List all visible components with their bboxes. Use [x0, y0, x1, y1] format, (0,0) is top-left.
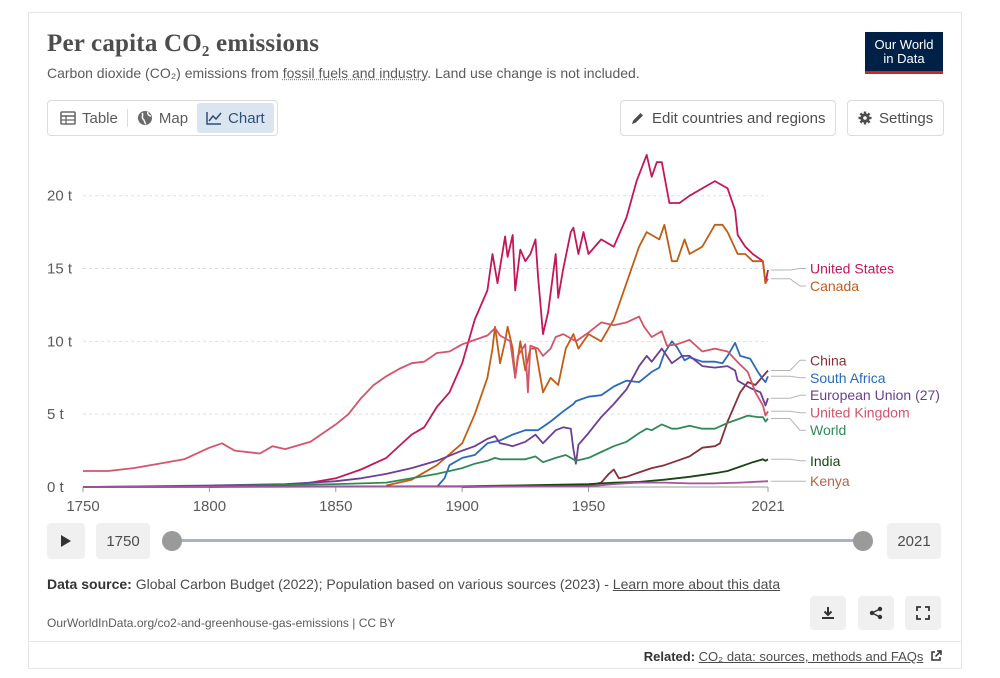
- globe-icon: [137, 111, 152, 125]
- external-link-icon[interactable]: [930, 650, 942, 662]
- series-line-united-kingdom[interactable]: [83, 315, 769, 472]
- table-icon: [60, 111, 76, 125]
- fullscreen-icon: [916, 606, 930, 620]
- line-chart-icon: [206, 112, 222, 125]
- x-tick-label: 1750: [66, 498, 99, 515]
- label-connector-china: [771, 359, 806, 371]
- label-connector-european-union-27: [771, 394, 806, 399]
- y-axis: 0 t 5 t 10 t 15 t 20 t: [47, 188, 73, 496]
- view-tabs: Table Map Chart: [47, 100, 278, 136]
- timeline-track[interactable]: [172, 539, 864, 542]
- settings-label: Settings: [879, 109, 934, 127]
- tab-chart[interactable]: Chart: [197, 103, 274, 133]
- series-line-india[interactable]: [82, 458, 769, 488]
- series-label-world[interactable]: World: [810, 422, 846, 438]
- source-text: Global Carbon Budget (2022); Population …: [131, 576, 613, 592]
- page-subtitle: Carbon dioxide (CO₂) emissions from foss…: [47, 65, 640, 81]
- edit-countries-button[interactable]: Edit countries and regions: [620, 100, 837, 136]
- fullscreen-button[interactable]: [905, 596, 941, 630]
- related-label: Related:: [643, 649, 696, 664]
- tab-table[interactable]: Table: [51, 103, 127, 133]
- source-url[interactable]: OurWorldInData.org/co2-and-greenhouse-ga…: [47, 616, 396, 630]
- tab-chart-label: Chart: [228, 109, 265, 127]
- subtitle-suffix: . Land use change is not included.: [427, 65, 640, 81]
- share-button[interactable]: [858, 596, 894, 630]
- series-label-south-africa[interactable]: South Africa: [810, 370, 886, 386]
- source-label: Data source:: [47, 576, 132, 592]
- pencil-icon: [632, 113, 643, 124]
- x-tick-label: 1800: [193, 498, 226, 515]
- series-label-european-union-27[interactable]: European Union (27): [810, 387, 940, 403]
- y-tick-label: 5 t: [47, 406, 65, 423]
- series-line-canada[interactable]: [386, 223, 769, 487]
- label-connector-india: [771, 458, 806, 462]
- edit-countries-label: Edit countries and regions: [652, 109, 826, 127]
- end-year-box[interactable]: 2021: [887, 523, 941, 559]
- download-button[interactable]: [810, 596, 846, 630]
- series-line-south-africa[interactable]: [436, 340, 769, 488]
- series-label-china[interactable]: China: [810, 352, 847, 368]
- timeline-start-handle[interactable]: [162, 531, 182, 551]
- label-connector-south-africa: [771, 375, 806, 379]
- y-tick-label: 20 t: [47, 188, 73, 205]
- x-tick-label: 2021: [751, 498, 784, 515]
- tab-divider: [126, 109, 128, 127]
- label-connectors: [771, 268, 806, 482]
- related-note: Related: CO₂ data: sources, methods and …: [644, 649, 942, 664]
- start-year-box[interactable]: 1750: [96, 523, 150, 559]
- label-connector-canada: [771, 278, 806, 287]
- related-faq-link[interactable]: CO₂ data: sources, methods and FAQs: [698, 649, 924, 664]
- share-icon: [869, 606, 883, 620]
- page-title: Per capita CO₂ emissions: [47, 30, 320, 57]
- play-icon: [61, 535, 71, 547]
- owid-logo[interactable]: Our World in Data: [865, 32, 943, 74]
- x-tick-label: 1900: [445, 498, 478, 515]
- series-label-kenya[interactable]: Kenya: [810, 473, 850, 489]
- series-line-united-states[interactable]: [209, 154, 769, 488]
- settings-button[interactable]: Settings: [847, 100, 945, 136]
- series-line-kenya[interactable]: [82, 480, 769, 488]
- x-tick-label: 1850: [319, 498, 352, 515]
- logo-line-2: in Data: [883, 51, 925, 66]
- data-source-note: Data source: Global Carbon Budget (2022)…: [47, 575, 807, 594]
- tab-map[interactable]: Map: [128, 103, 197, 133]
- y-tick-label: 0 t: [47, 479, 65, 496]
- chart-frame: [28, 12, 962, 669]
- y-tick-label: 10 t: [47, 333, 73, 350]
- gear-icon: [858, 111, 872, 125]
- series-line-european-union-27[interactable]: [82, 347, 769, 488]
- label-connector-world: [771, 418, 806, 431]
- series-lines: [82, 154, 769, 488]
- fossil-fuels-link[interactable]: fossil fuels and industry: [282, 65, 428, 81]
- download-icon: [822, 607, 834, 619]
- footer-divider: [29, 641, 961, 642]
- learn-more-link[interactable]: Learn more about this data: [612, 576, 781, 592]
- tab-table-label: Table: [82, 109, 118, 127]
- x-axis: 1750 1800 1850 1900 1950 2021: [66, 487, 785, 515]
- label-connector-united-kingdom: [771, 410, 806, 414]
- timeline-end-handle[interactable]: [853, 531, 873, 551]
- tab-map-label: Map: [158, 109, 189, 127]
- series-label-canada[interactable]: Canada: [810, 278, 859, 294]
- series-label-united-states[interactable]: United States: [810, 261, 894, 277]
- subtitle-prefix: Carbon dioxide (CO₂) emissions from: [47, 65, 283, 81]
- series-label-united-kingdom[interactable]: United Kingdom: [810, 405, 910, 421]
- label-connector-united-states: [771, 268, 806, 271]
- play-button[interactable]: [47, 523, 85, 559]
- series-label-india[interactable]: India: [810, 453, 841, 469]
- y-tick-label: 15 t: [47, 261, 73, 278]
- logo-line-1: Our World: [874, 37, 934, 52]
- x-tick-label: 1950: [572, 498, 605, 515]
- series-line-world[interactable]: [82, 414, 769, 488]
- series-line-china[interactable]: [462, 369, 769, 488]
